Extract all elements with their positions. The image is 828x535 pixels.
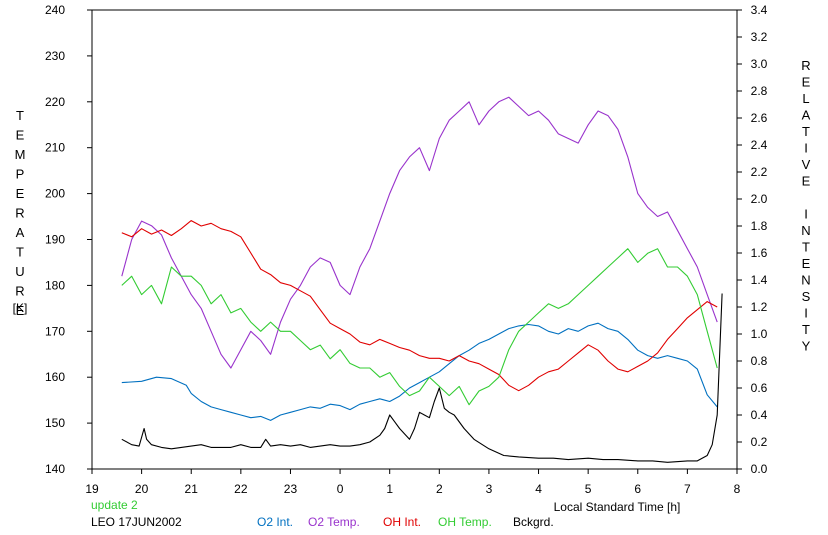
x-tick-label: 21 [185,482,199,496]
y-title-left-letter: U [15,264,24,279]
legend: O2 Int. O2 Temp. OH Int. OH Temp. Bckgrd. [257,515,554,529]
legend-entry: O2 Temp. [308,515,360,529]
y-title-right-letter: Y [802,339,811,354]
y-tick-label-right: 2.2 [751,165,768,179]
y-tick-label-right: 0.0 [751,462,768,476]
y-title-right-letter: N [801,223,810,238]
legend-entry: O2 Int. [257,515,293,529]
y-tick-label-left: 170 [45,324,65,338]
y-title-right-letter: I [804,141,808,156]
x-tick-label: 3 [486,482,493,496]
y-tick-label-right: 1.8 [751,219,768,233]
update-note: update 2 [91,498,138,512]
y-tick-label-left: 180 [45,278,65,292]
y-tick-label-right: 2.4 [751,138,768,152]
y-title-right-letter: V [802,157,811,172]
x-tick-label: 19 [85,482,99,496]
y-title-right-letter: S [802,289,811,304]
y-title-left-letter: A [16,225,25,240]
x-tick-label: 8 [734,482,741,496]
x-tick-label: 6 [634,482,641,496]
x-tick-label: 5 [585,482,592,496]
y-tick-label-left: 240 [45,3,65,17]
x-tick-label: 23 [284,482,298,496]
legend-entry: OH Temp. [438,515,492,529]
y-tick-label-right: 1.0 [751,327,768,341]
series-line-oh-int [121,220,718,392]
y-tick-label-right: 3.4 [751,3,768,17]
y-title-right-letter: T [802,322,810,337]
y-title-right-letter: A [802,108,811,123]
y-title-left-letter: M [15,147,26,162]
y-tick-label-right: 2.0 [751,192,768,206]
y-title-right-letter: I [804,207,808,222]
y-tick-label-right: 3.0 [751,57,768,71]
y-title-right-letter: L [802,91,809,106]
y-tick-label-left: 140 [45,462,65,476]
y-title-right-letter: E [802,75,811,90]
y-title-left-letter: T [16,108,24,123]
y-tick-label-left: 230 [45,49,65,63]
plot-frame [91,9,738,470]
series-layer [121,96,723,463]
station-note: LEO 17JUN2002 [91,515,182,529]
x-tick-label: 7 [684,482,691,496]
y-tick-label-right: 0.8 [751,354,768,368]
x-tick-label: 1 [386,482,393,496]
y-tick-label-left: 160 [45,370,65,384]
y-tick-label-right: 1.6 [751,246,768,260]
y-axis-unit-left: [K] [13,301,28,315]
series-line-bckgrd [121,293,723,463]
series-line-o2-temp [121,96,718,369]
y-tick-label-right: 1.2 [751,300,768,314]
y-tick-label-left: 220 [45,95,65,109]
y-title-left-letter: T [16,245,24,260]
y-tick-label-left: 190 [45,233,65,247]
x-tick-label: 2 [436,482,443,496]
y-tick-label-right: 2.6 [751,111,768,125]
y-tick-label-left: 210 [45,141,65,155]
y-tick-label-right: 0.2 [751,435,768,449]
y-tick-label-left: 200 [45,187,65,201]
series-line-oh-temp [121,248,718,406]
y-title-right-letter: I [804,306,808,321]
y-title-left-letter: R [15,284,24,299]
legend-entry: Bckgrd. [513,515,554,529]
x-tick-label: 20 [135,482,149,496]
y-tick-label-right: 0.4 [751,408,768,422]
y-tick-label-right: 0.6 [751,381,768,395]
x-tick-label: 22 [234,482,248,496]
x-tick-label: 0 [337,482,344,496]
y-title-right-letter: E [802,256,811,271]
y-tick-label-right: 2.8 [751,84,768,98]
y-title-right-letter: T [802,240,810,255]
y-title-left-letter: P [16,167,25,182]
x-tick-label: 4 [535,482,542,496]
y-title-right-letter: R [801,58,810,73]
y-title-left-letter: E [16,186,25,201]
y-title-left-letter: E [16,303,25,318]
y-tick-label-right: 1.4 [751,273,768,287]
y-title-right-letter: T [802,124,810,139]
y-title-right-letter: N [801,273,810,288]
legend-entry: OH Int. [383,515,421,529]
y-title-left-letter: E [16,128,25,143]
y-tick-label-left: 150 [45,416,65,430]
y-title-left-letter: R [15,206,24,221]
x-axis-title: Local Standard Time [h] [554,500,681,514]
y-tick-label-right: 3.2 [751,30,768,44]
y-title-right-letter: E [802,174,811,189]
axis-layer: 19 20 21 22 23 0 1 2 3 4 5 6 7 8140150160170180190200… [45,3,768,496]
